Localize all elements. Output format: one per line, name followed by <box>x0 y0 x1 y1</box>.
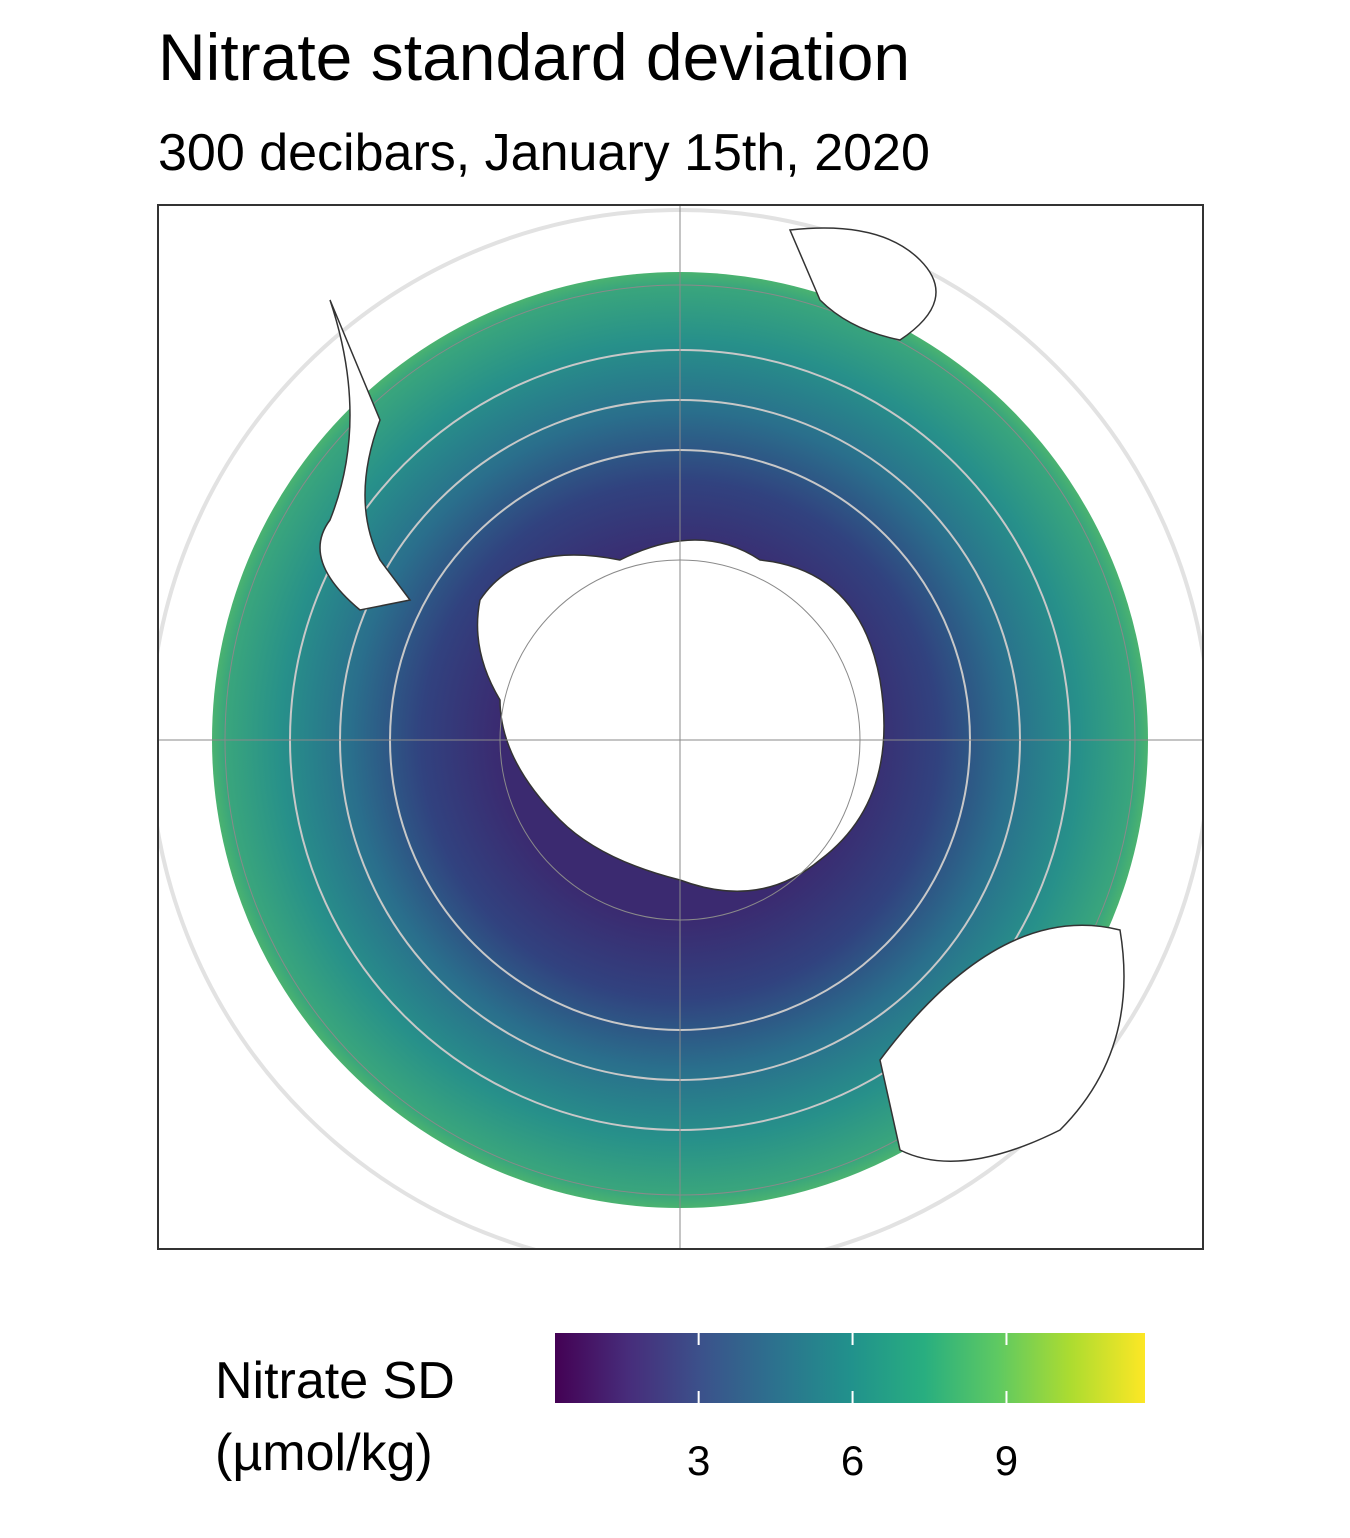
subtitle: 300 decibars, January 15th, 2020 <box>158 124 930 182</box>
colorbar-tick-label: 9 <box>995 1437 1018 1484</box>
south-america <box>319 299 412 611</box>
graticule <box>158 205 1203 1249</box>
antarctica <box>476 539 885 892</box>
australia <box>879 924 1125 1162</box>
colorbar-tick-label: 3 <box>687 1437 710 1484</box>
legend-title: Nitrate SD <box>215 1352 455 1410</box>
title: Nitrate standard deviation <box>158 20 910 94</box>
africa <box>788 227 937 341</box>
colorbar <box>555 1333 1145 1403</box>
legend-title: (µmol/kg) <box>215 1424 433 1482</box>
colorbar-tick-label: 6 <box>841 1437 864 1484</box>
map <box>158 205 1203 1249</box>
panel-border <box>157 204 1204 1250</box>
